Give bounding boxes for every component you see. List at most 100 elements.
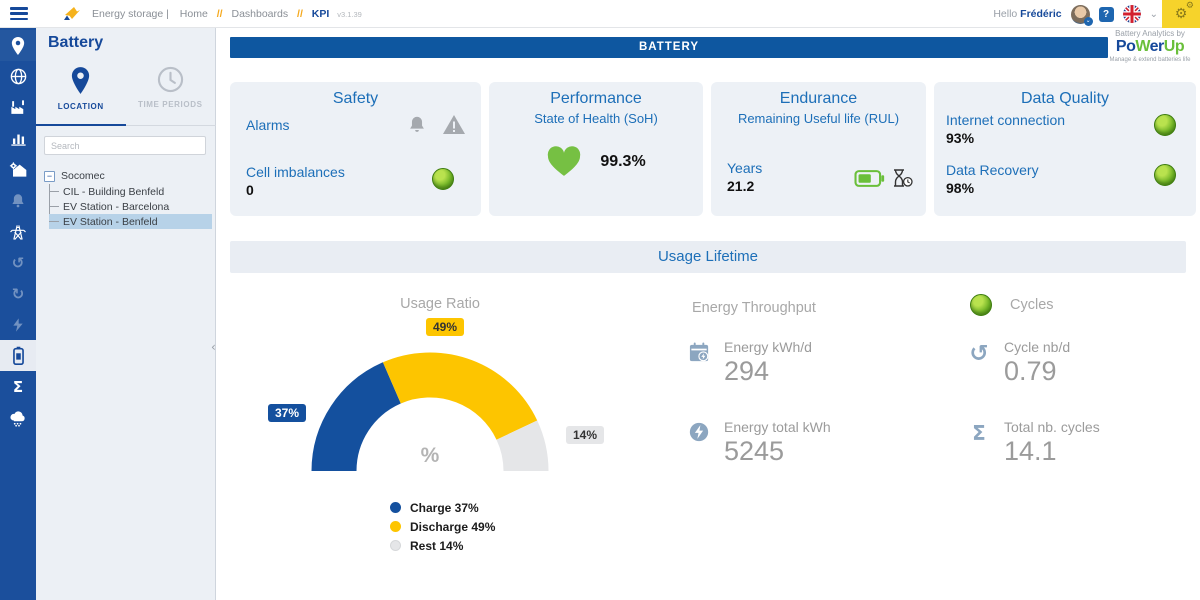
- performance-card: Performance State of Health (SoH) 99.3%: [489, 82, 703, 216]
- nav-rail: ↺ ↻ Σ: [0, 28, 36, 600]
- nav-battery-icon[interactable]: [0, 340, 36, 371]
- top-bar: Energy storage | Home // Dashboards // K…: [0, 0, 1200, 28]
- soh-subtitle: State of Health (SoH): [534, 111, 658, 126]
- years-value: 21.2: [727, 178, 755, 194]
- nav-weather-icon[interactable]: [0, 402, 36, 433]
- tab-location[interactable]: LOCATION: [36, 60, 126, 124]
- breadcrumb-app: Energy storage |: [92, 8, 169, 20]
- search-input[interactable]: [44, 136, 206, 155]
- chevron-down-icon[interactable]: ⌄: [1149, 8, 1158, 20]
- user-avatar[interactable]: ⌄: [1070, 4, 1093, 26]
- tree-root-socomec[interactable]: − Socomec: [44, 168, 212, 184]
- sigma-icon: Σ: [972, 421, 986, 445]
- energy-throughput-title: Energy Throughput: [692, 300, 816, 316]
- battery-header-bar: BATTERY: [230, 37, 1108, 58]
- battery-charge-icon: [854, 169, 885, 187]
- legend-item-charge: Charge 37%: [390, 498, 495, 517]
- nav-chart-icon[interactable]: [0, 123, 36, 154]
- endurance-title: Endurance: [779, 90, 858, 107]
- sidebar-title: Battery: [48, 34, 104, 51]
- hourglass-time-icon: [894, 169, 913, 187]
- help-icon[interactable]: ?: [1098, 6, 1114, 22]
- charge-badge: 37%: [268, 404, 307, 422]
- tree-collapse-icon[interactable]: −: [44, 170, 55, 182]
- internet-connection-label: Internet connection: [946, 112, 1066, 128]
- gauge-center-label: %: [420, 444, 440, 467]
- nav-globe-icon[interactable]: [0, 61, 36, 92]
- breadcrumb-separator: //: [297, 8, 303, 20]
- nav-factory-icon[interactable]: [0, 92, 36, 123]
- data-recovery-value: 98%: [946, 180, 975, 196]
- data-recovery-led: [1154, 164, 1176, 186]
- rest-dot-icon: [390, 540, 401, 551]
- gauge-legend: Charge 37% Discharge 49% Rest 14%: [390, 498, 495, 555]
- nav-pylon-icon[interactable]: [0, 216, 36, 247]
- nav-charge-cycle-icon[interactable]: ↺: [11, 253, 25, 272]
- nav-sigma-icon[interactable]: Σ: [12, 377, 24, 396]
- performance-title: Performance: [550, 90, 642, 107]
- cycles-column: Cycles ↺ Cycle nb/d 0.79 Σ Total nb. cyc…: [956, 294, 1186, 466]
- alarms-label: Alarms: [246, 117, 290, 133]
- data-quality-title: Data Quality: [1020, 90, 1110, 107]
- tree-item-ev-station-barcelona[interactable]: EV Station - Barcelona: [49, 199, 212, 214]
- cycles-status-led: [970, 294, 992, 316]
- breadcrumb-dashboards[interactable]: Dashboards: [231, 8, 289, 20]
- usage-ratio-title: Usage Ratio: [400, 296, 480, 312]
- active-tab-underline: [36, 124, 126, 126]
- rest-badge: 14%: [566, 426, 605, 444]
- socomec-logo-icon: [62, 6, 82, 27]
- legend-item-discharge: Discharge 49%: [390, 517, 495, 536]
- user-greeting: Hello Frédéric: [993, 8, 1062, 20]
- tree-item-ev-station-benfeld[interactable]: EV Station - Benfeld: [49, 214, 212, 229]
- data-recovery-label: Data Recovery: [946, 162, 1039, 178]
- breadcrumb-current-kpi: KPI: [311, 8, 330, 20]
- safety-card: Safety Alarms Cell imbalances 0: [230, 82, 481, 216]
- breadcrumb-separator: //: [216, 8, 223, 20]
- cycle-per-day-label: Cycle nb/d: [1004, 339, 1071, 355]
- brand-tagline-bottom: Manage & extend batteries life: [1109, 56, 1191, 63]
- usage-lifetime-header: Usage Lifetime: [230, 241, 1186, 273]
- total-cycles-label: Total nb. cycles: [1004, 419, 1100, 435]
- tab-time-periods[interactable]: TIME PERIODS: [126, 60, 216, 124]
- safety-title: Safety: [332, 90, 379, 107]
- calendar-energy-icon: [689, 342, 708, 362]
- internet-connection-value: 93%: [946, 130, 975, 146]
- brand-tagline-top: Battery Analytics by: [1115, 29, 1185, 38]
- cycle-per-day-value: 0.79: [1004, 356, 1057, 386]
- energy-throughput-column: Energy Throughput Energy kWh/d 294 Energ…: [676, 294, 906, 466]
- data-quality-card: Data Quality Internet connection 93% Dat…: [934, 82, 1196, 216]
- soh-value: 99.3%: [600, 152, 646, 170]
- nav-power-icon[interactable]: [0, 309, 36, 340]
- tree-item-cil-building-benfeld[interactable]: CIL - Building Benfeld: [49, 184, 212, 199]
- legend-item-rest: Rest 14%: [390, 536, 495, 555]
- alarm-bell-icon: [410, 116, 424, 132]
- nav-alarms-bell-icon[interactable]: [0, 185, 36, 216]
- settings-button[interactable]: ⚙ ⚙: [1162, 0, 1200, 28]
- hamburger-menu-icon[interactable]: [10, 7, 28, 21]
- avatar-chevron-icon: ⌄: [1083, 16, 1093, 26]
- breadcrumb-home[interactable]: Home: [179, 8, 208, 20]
- half-donut-chart: [311, 352, 549, 472]
- total-cycles-value: 14.1: [1004, 436, 1057, 466]
- cycle-history-icon: ↺: [969, 341, 989, 367]
- years-label: Years: [727, 160, 763, 176]
- energy-total-label: Energy total kWh: [724, 419, 831, 435]
- main-content: BATTERY Battery Analytics by PoWerUp Man…: [216, 28, 1200, 600]
- discharge-dot-icon: [390, 521, 401, 532]
- location-tree: − Socomec CIL - Building Benfeld EV Stat…: [44, 168, 212, 229]
- nav-location-icon[interactable]: [0, 30, 36, 61]
- discharge-badge: 49%: [426, 318, 465, 336]
- charge-dot-icon: [390, 502, 401, 513]
- cell-imbalances-status-led: [432, 168, 454, 190]
- nav-home-settings-icon[interactable]: [0, 154, 36, 185]
- cycles-title: Cycles: [1010, 297, 1054, 313]
- energy-total-value: 5245: [724, 436, 785, 466]
- nav-discharge-cycle-icon[interactable]: ↻: [11, 284, 25, 303]
- uk-flag-icon[interactable]: [1122, 5, 1141, 23]
- warning-triangle-icon: [443, 115, 465, 134]
- energy-bolt-circle-icon: [689, 422, 709, 442]
- energy-per-day-label: Energy kWh/d: [724, 339, 812, 355]
- cell-imbalances-value: 0: [246, 182, 254, 198]
- panel-collapse-icon[interactable]: ‹: [211, 340, 216, 354]
- health-heart-icon: [548, 146, 581, 176]
